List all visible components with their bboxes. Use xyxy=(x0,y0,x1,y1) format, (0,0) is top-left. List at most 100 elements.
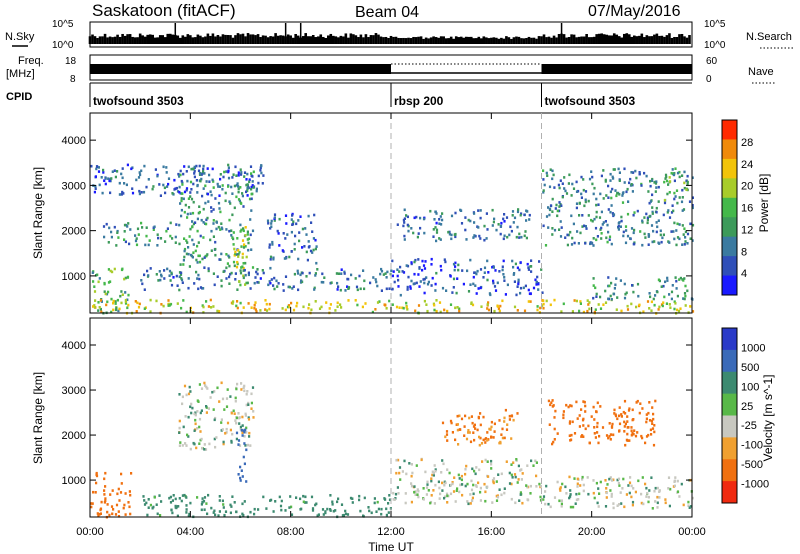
heatmap-cell xyxy=(347,286,350,290)
heatmap-cell xyxy=(456,306,459,309)
heatmap-cell xyxy=(635,401,638,404)
heatmap-cell xyxy=(610,495,613,498)
heatmap-cell xyxy=(425,493,428,496)
heatmap-cell xyxy=(593,496,596,500)
heatmap-cell xyxy=(540,268,543,271)
heatmap-cell xyxy=(410,482,413,485)
heatmap-cell xyxy=(373,497,376,500)
heatmap-cell xyxy=(213,509,216,513)
heatmap-cell xyxy=(210,506,213,510)
heatmap-cell xyxy=(245,392,248,396)
heatmap-cell xyxy=(101,191,104,195)
heatmap-cell xyxy=(123,238,126,241)
heatmap-cell xyxy=(336,305,339,308)
heatmap-cell xyxy=(301,227,304,231)
heatmap-cell xyxy=(518,268,521,272)
heatmap-cell xyxy=(430,494,433,497)
heatmap-cell xyxy=(113,169,116,172)
heatmap-cell xyxy=(178,497,181,500)
heatmap-cell xyxy=(652,417,655,421)
heatmap-cell xyxy=(565,192,569,195)
heatmap-cell xyxy=(220,222,223,225)
heatmap-cell xyxy=(249,287,252,290)
heatmap-cell xyxy=(652,443,656,447)
heatmap-cell xyxy=(321,272,324,276)
heatmap-cell xyxy=(463,434,466,437)
heatmap-cell xyxy=(253,306,256,310)
heatmap-cell xyxy=(618,406,621,409)
heatmap-cell xyxy=(495,228,498,232)
heatmap-cell xyxy=(225,431,228,434)
heatmap-cell xyxy=(586,309,589,313)
heatmap-cell xyxy=(183,247,187,251)
heatmap-cell xyxy=(419,216,422,220)
heatmap-cell xyxy=(193,429,196,432)
heatmap-cell xyxy=(668,176,671,179)
heatmap-cell xyxy=(595,203,598,207)
heatmap-cell xyxy=(473,271,476,274)
heatmap-cell xyxy=(629,237,632,240)
heatmap-cell xyxy=(605,491,608,495)
heatmap-cell xyxy=(626,234,630,238)
heatmap-cell xyxy=(513,280,516,283)
colorbar-tick-label: -1000 xyxy=(741,479,769,491)
heatmap-cell xyxy=(683,170,686,174)
heatmap-cell xyxy=(204,201,207,205)
heatmap-cell xyxy=(466,269,469,273)
heatmap-cell xyxy=(450,421,453,425)
heatmap-cell xyxy=(193,175,196,179)
heatmap-cell xyxy=(94,175,97,178)
heatmap-cell xyxy=(492,480,495,483)
heatmap-cell xyxy=(100,310,103,314)
heatmap-cell xyxy=(671,284,674,287)
heatmap-cell xyxy=(618,503,621,506)
heatmap-cell xyxy=(235,195,238,199)
heatmap-cell xyxy=(610,281,613,285)
heatmap-cell xyxy=(410,261,413,264)
heatmap-cell xyxy=(526,485,529,489)
heatmap-cell xyxy=(429,501,432,505)
heatmap-cell xyxy=(553,298,556,302)
heatmap-cell xyxy=(231,192,234,195)
heatmap-cell xyxy=(627,200,630,203)
heatmap-cell xyxy=(631,408,634,412)
heatmap-cell xyxy=(241,512,244,516)
heatmap-cell xyxy=(290,230,293,234)
heatmap-cell xyxy=(679,276,682,280)
heatmap-cell xyxy=(186,216,189,219)
heatmap-cell xyxy=(219,210,222,214)
heatmap-cell xyxy=(608,235,612,239)
heatmap-cell xyxy=(182,172,185,176)
heatmap-cell xyxy=(487,475,490,478)
heatmap-cell xyxy=(235,174,238,177)
heatmap-cell xyxy=(346,285,349,288)
heatmap-cell xyxy=(519,491,522,494)
heatmap-cell xyxy=(188,512,191,516)
heatmap-cell xyxy=(231,236,234,239)
heatmap-cell xyxy=(474,427,477,430)
heatmap-cell xyxy=(207,269,210,273)
heatmap-cell xyxy=(385,287,388,291)
heatmap-cell xyxy=(162,183,165,187)
heatmap-cell xyxy=(561,182,564,185)
heatmap-cell xyxy=(646,300,650,303)
heatmap-cell xyxy=(414,493,417,496)
heatmap-cell xyxy=(140,221,143,225)
heatmap-cell xyxy=(593,310,596,314)
heatmap-cell xyxy=(464,467,467,471)
heatmap-cell xyxy=(237,416,241,420)
heatmap-cell xyxy=(292,220,295,223)
heatmap-cell xyxy=(562,410,565,413)
heatmap-cell xyxy=(445,430,449,433)
heatmap-cell xyxy=(422,278,425,281)
heatmap-cell xyxy=(239,168,242,171)
heatmap-cell xyxy=(484,441,487,444)
heatmap-cell xyxy=(182,425,185,429)
heatmap-cell xyxy=(137,305,141,309)
heatmap-cell xyxy=(665,179,669,183)
heatmap-cell xyxy=(350,273,353,277)
heatmap-cell xyxy=(657,308,660,311)
heatmap-cell xyxy=(646,492,649,495)
heatmap-cell xyxy=(576,477,579,481)
